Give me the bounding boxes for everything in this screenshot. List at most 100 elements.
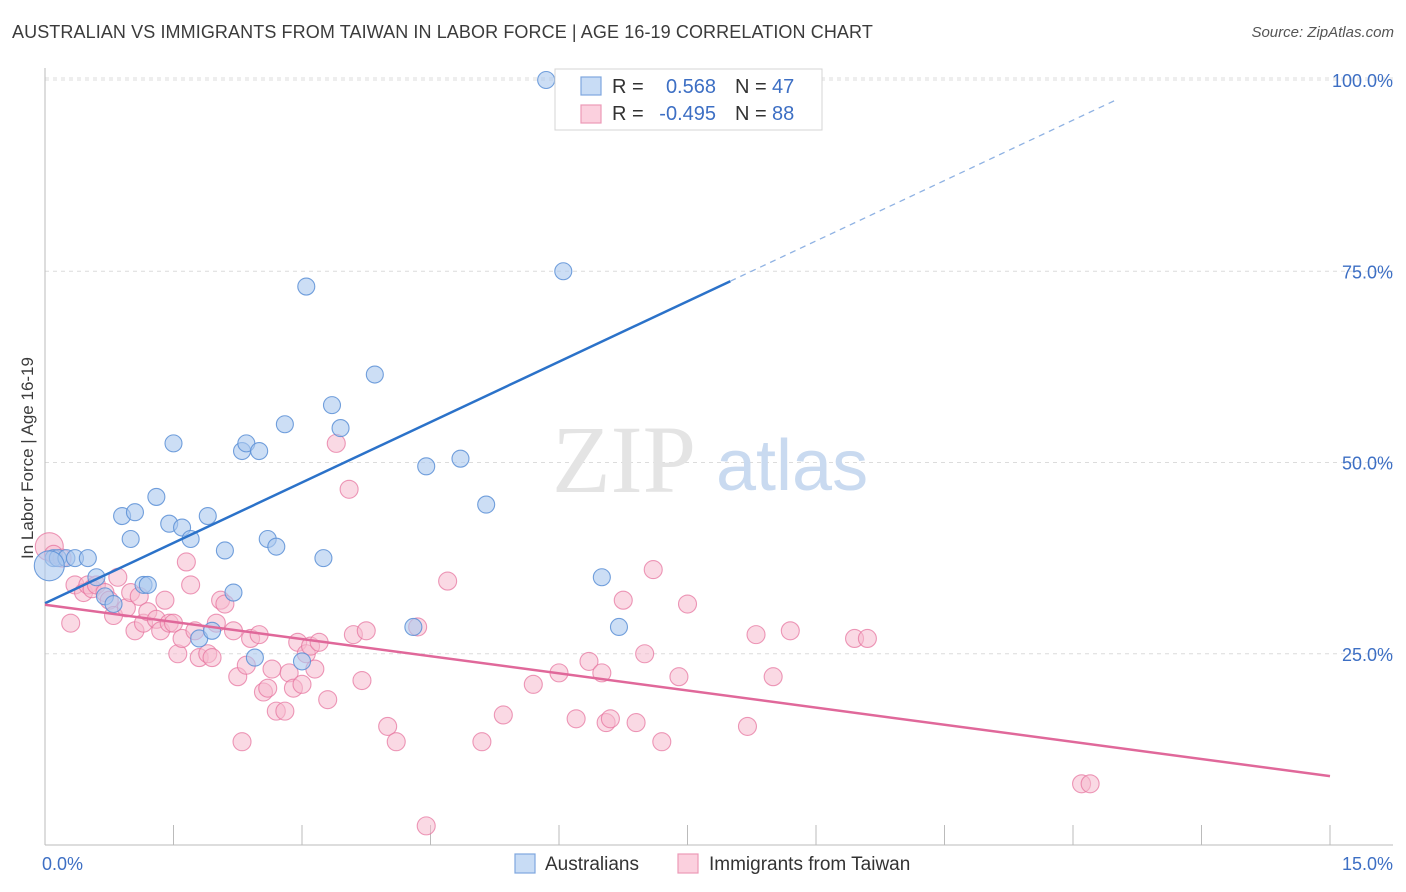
taiwan-point bbox=[176, 552, 196, 572]
taiwan-point bbox=[763, 667, 783, 687]
australians-point bbox=[404, 617, 423, 637]
bottom-legend: Australians Immigrants from Taiwan bbox=[514, 853, 910, 875]
australians-point bbox=[537, 70, 556, 90]
australians-point bbox=[267, 537, 286, 556]
bottom-legend-taiwan: Immigrants from Taiwan bbox=[709, 854, 910, 875]
y-tick-label-25: 25.0% bbox=[1342, 645, 1393, 665]
australians-point bbox=[245, 648, 264, 667]
taiwan-point bbox=[566, 709, 586, 729]
australians-point bbox=[292, 652, 312, 671]
legend-r-value-2: -0.495 bbox=[659, 103, 716, 125]
australians-point bbox=[125, 503, 144, 522]
australians-point bbox=[147, 487, 166, 506]
australians-point bbox=[331, 419, 350, 438]
taiwan-point bbox=[600, 709, 620, 729]
x-tick-label-min: 0.0% bbox=[42, 854, 83, 874]
bottom-legend-swatch-taiwan bbox=[677, 853, 699, 874]
australians-point bbox=[554, 262, 573, 281]
taiwan-trend-line bbox=[44, 603, 1331, 778]
australians-trend-line bbox=[44, 280, 731, 605]
taiwan-point bbox=[493, 705, 513, 725]
taiwan-point bbox=[352, 670, 372, 691]
grid-lines bbox=[45, 77, 1393, 655]
australians-point bbox=[250, 441, 269, 461]
taiwan-point bbox=[181, 575, 201, 595]
australians-point bbox=[164, 434, 183, 453]
taiwan-point bbox=[356, 621, 376, 641]
y-tick-label-100: 100.0% bbox=[1332, 71, 1393, 91]
y-axis-title: In Labor Force | Age 16-19 bbox=[18, 357, 37, 559]
taiwan-point bbox=[232, 732, 252, 752]
taiwan-point bbox=[780, 621, 800, 641]
taiwan-point bbox=[579, 651, 599, 671]
taiwan-point bbox=[318, 690, 338, 710]
taiwan-point bbox=[472, 732, 492, 752]
taiwan-point bbox=[275, 701, 295, 721]
australians-point bbox=[215, 541, 234, 560]
taiwan-point bbox=[202, 648, 222, 668]
australians-trend-extension bbox=[730, 99, 1117, 282]
australians-point bbox=[224, 583, 243, 602]
watermark: ZIP atlas bbox=[552, 406, 868, 513]
y-tick-labels: 25.0% 50.0% 75.0% 100.0% bbox=[1332, 71, 1393, 665]
legend-n-value-2: 88 bbox=[772, 103, 794, 125]
watermark-atlas: atlas bbox=[716, 426, 868, 506]
taiwan-point bbox=[613, 590, 633, 610]
legend-r-label-1: R = bbox=[612, 76, 644, 98]
legend-swatch-taiwan bbox=[580, 104, 602, 124]
bottom-legend-swatch-australians bbox=[514, 853, 536, 874]
australians-point bbox=[203, 621, 222, 640]
taiwan-point bbox=[1080, 774, 1100, 794]
taiwan-point bbox=[155, 590, 175, 610]
taiwan-point bbox=[61, 613, 81, 633]
legend-swatch-australians bbox=[580, 76, 602, 96]
australians-point bbox=[322, 396, 342, 415]
australians-point bbox=[365, 365, 384, 384]
axes bbox=[44, 68, 1393, 846]
taiwan-point bbox=[626, 713, 646, 733]
trend-lines bbox=[44, 99, 1331, 778]
australians-point bbox=[314, 549, 333, 568]
watermark-zip: ZIP bbox=[552, 406, 696, 513]
legend-n-label-2: N = bbox=[735, 103, 767, 125]
taiwan-point bbox=[386, 732, 406, 752]
taiwan-point bbox=[258, 678, 278, 698]
chart-title: AUSTRALIAN VS IMMIGRANTS FROM TAIWAN IN … bbox=[12, 22, 873, 42]
taiwan-point bbox=[416, 816, 436, 836]
taiwan-point bbox=[677, 594, 698, 614]
australians-point bbox=[121, 529, 140, 549]
legend-n-value-1: 47 bbox=[772, 76, 794, 98]
taiwan-point bbox=[339, 479, 359, 499]
y-tick-label-50: 50.0% bbox=[1342, 454, 1393, 474]
legend-n-label-1: N = bbox=[735, 76, 767, 98]
australians-point bbox=[275, 415, 294, 434]
bottom-legend-australians: Australians bbox=[545, 854, 639, 875]
taiwan-point bbox=[262, 659, 282, 679]
x-tick-label-max: 15.0% bbox=[1342, 854, 1393, 874]
taiwan-point bbox=[652, 732, 672, 752]
taiwan-point bbox=[857, 628, 877, 649]
taiwan-point bbox=[643, 560, 663, 580]
australians-point bbox=[592, 568, 611, 587]
australians-points bbox=[33, 70, 706, 671]
taiwan-point bbox=[378, 716, 398, 736]
legend-r-value-1: 0.568 bbox=[666, 76, 716, 98]
taiwan-point bbox=[669, 667, 689, 687]
taiwan-point bbox=[292, 674, 312, 694]
taiwan-point bbox=[737, 716, 758, 736]
australians-point bbox=[297, 277, 316, 296]
australians-point bbox=[609, 617, 629, 637]
legend-box: R = 0.568 N = 47 R = -0.495 N = 88 bbox=[554, 68, 823, 131]
legend-r-label-2: R = bbox=[612, 103, 644, 125]
taiwan-point bbox=[523, 674, 543, 694]
australians-point bbox=[198, 506, 217, 526]
australians-point bbox=[451, 449, 470, 468]
australians-point bbox=[33, 550, 65, 582]
australians-point bbox=[417, 457, 436, 476]
taiwan-point bbox=[635, 644, 655, 664]
taiwan-point bbox=[438, 571, 458, 591]
taiwan-point bbox=[746, 625, 766, 645]
australians-point bbox=[78, 549, 97, 568]
taiwan-point bbox=[326, 433, 346, 453]
